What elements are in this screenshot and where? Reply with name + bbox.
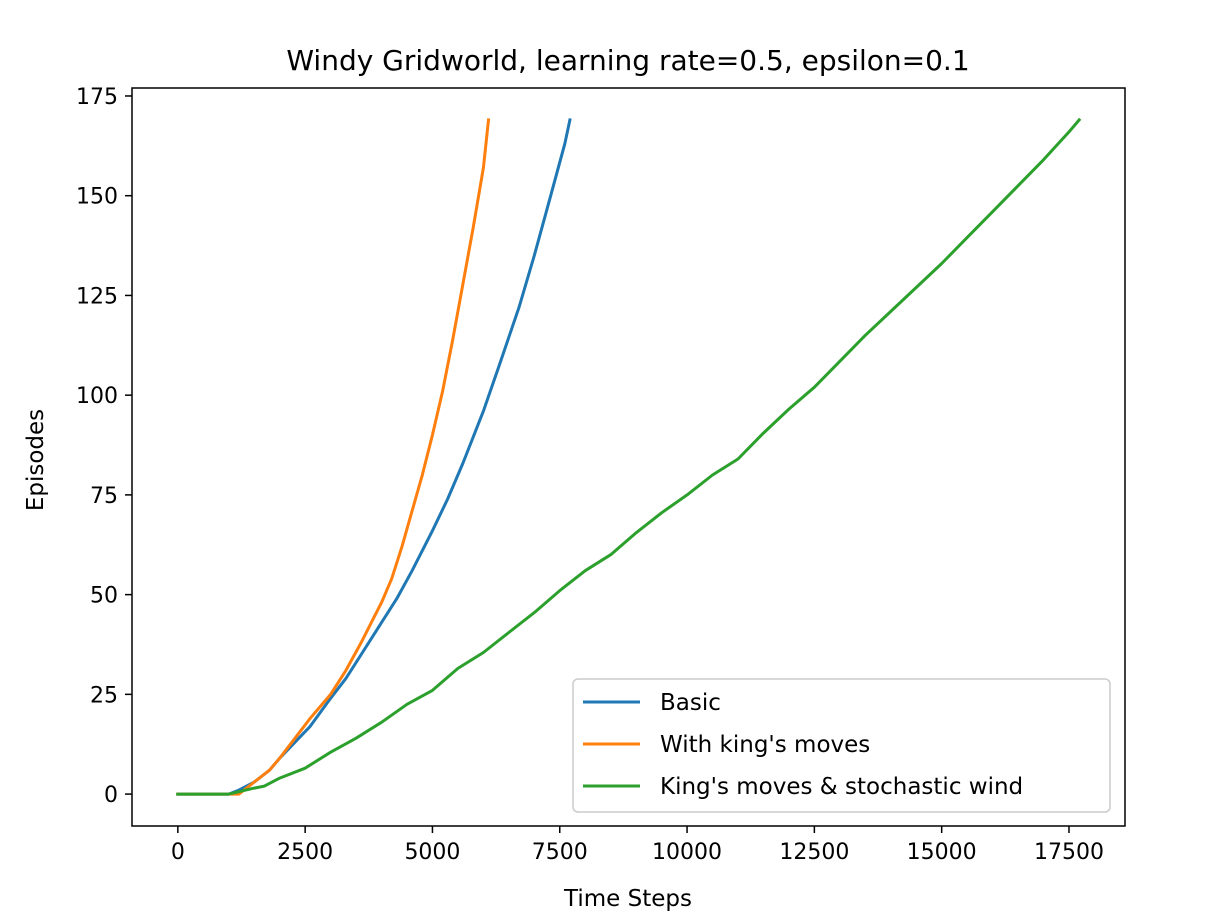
y-tick-label: 175 [76, 85, 118, 110]
series-line-3 [176, 117, 1082, 796]
x-tick-label: 0 [171, 840, 185, 865]
legend-label: Basic [660, 690, 721, 716]
y-tick-label: 150 [76, 185, 118, 210]
y-tick-label: 125 [76, 284, 118, 309]
legend-label: King's moves & stochastic wind [660, 774, 1023, 800]
legend: Basic With king's moves King's moves & sto… [572, 678, 1111, 813]
x-tick-label: 17500 [1034, 840, 1104, 865]
y-tick-label: 50 [90, 584, 118, 609]
x-axis: 0 2500 5000 7500 10000 12500 15000 17500 [171, 826, 1104, 865]
y-axis-title: Episodes [23, 409, 49, 511]
y-tick-label: 0 [104, 783, 118, 808]
x-tick-label: 15000 [907, 840, 977, 865]
plot-frame [131, 87, 1126, 827]
y-tick-label: 25 [90, 683, 118, 708]
series-line-2 [176, 118, 491, 796]
legend-box [572, 678, 1111, 813]
x-axis-title: Time Steps [563, 886, 692, 912]
x-tick-label: 2500 [277, 840, 333, 865]
y-tick-label: 75 [90, 484, 118, 509]
legend-label: With king's moves [660, 732, 870, 758]
y-axis: 0 25 50 75 100 125 150 175 [76, 85, 132, 808]
x-tick-label: 7500 [532, 840, 588, 865]
x-tick-label: 10000 [652, 840, 722, 865]
chart-title: Windy Gridworld, learning rate=0.5, epsi… [286, 44, 969, 77]
y-tick-label: 100 [76, 384, 118, 409]
x-tick-label: 12500 [779, 840, 849, 865]
series-layer [176, 117, 1082, 796]
x-tick-label: 5000 [404, 840, 460, 865]
